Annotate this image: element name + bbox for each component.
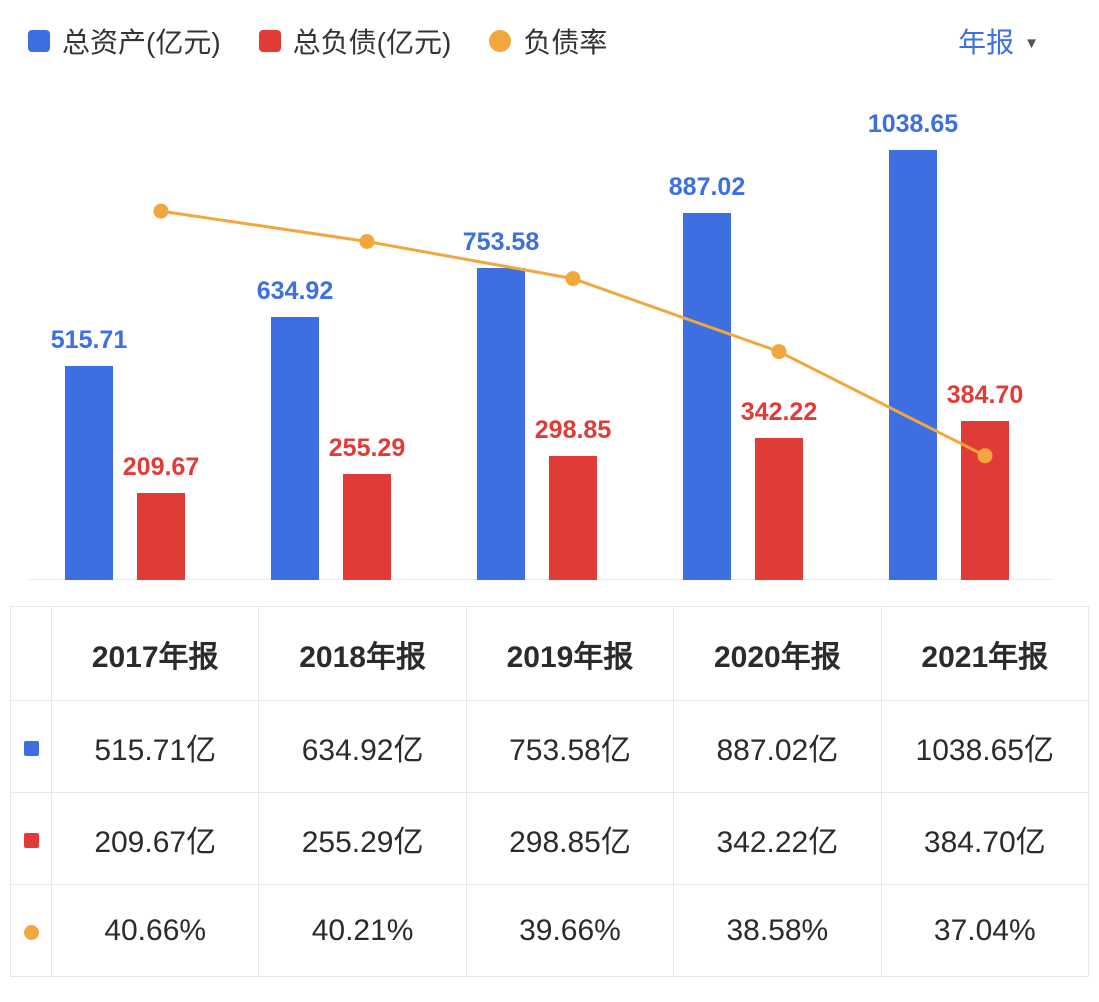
debt-ratio-point[interactable]: [771, 344, 787, 360]
table-row-total-assets: 515.71亿 634.92亿 753.58亿 887.02亿 1038.65亿: [10, 700, 1090, 793]
red-square-icon: [23, 832, 39, 848]
chart-area: 515.71 634.92 753.58 887.02 1038.65 209.67 255…: [0, 80, 1099, 580]
total-liabilities-bar[interactable]: [549, 456, 597, 580]
debt-ratio-line-layer: [153, 203, 993, 464]
total-assets-bar[interactable]: [683, 213, 731, 580]
table-cell: 384.70亿: [880, 792, 1090, 885]
table-header-2019: 2019年报: [465, 606, 675, 701]
table-header-2018: 2018年报: [258, 606, 467, 701]
table-cell: 37.04%: [880, 884, 1090, 977]
red-square-icon: [258, 30, 281, 52]
bar-value-label: 1038.65: [867, 110, 959, 138]
table-cell: 298.85亿: [465, 792, 675, 885]
table-cell: 515.71亿: [50, 700, 260, 793]
debt-ratio-line: [160, 209, 986, 458]
bar-value-label: 887.02: [668, 173, 746, 201]
table-header-row: 2017年报 2018年报 2019年报 2020年报 2021年报: [10, 606, 1090, 701]
table-header-2017: 2017年报: [50, 606, 260, 701]
table-cell: 753.58亿: [465, 700, 675, 793]
table-row-marker-cell: [10, 792, 52, 885]
bar-value-label: 209.67: [122, 453, 200, 481]
table-cell: 887.02亿: [673, 700, 882, 793]
table-row-marker-cell: [10, 700, 52, 793]
table-cell: 255.29亿: [258, 792, 467, 885]
bar-value-label: 753.58: [462, 228, 540, 256]
table-cell: 1038.65亿: [880, 700, 1090, 793]
data-table: 2017年报 2018年报 2019年报 2020年报 2021年报 515.7…: [10, 606, 1090, 977]
table-cell: 634.92亿: [258, 700, 467, 793]
chart-legend: 总资产(亿元) 总负债(亿元) 负债率: [28, 21, 607, 61]
period-selector[interactable]: 年报 ▼: [958, 21, 1039, 61]
bar-value-label: 298.85: [534, 416, 612, 444]
legend-item-debt-ratio[interactable]: 负债率: [489, 21, 607, 61]
legend-item-total-assets[interactable]: 总资产(亿元): [28, 21, 221, 61]
caret-down-icon: ▼: [1024, 34, 1039, 52]
total-assets-bar[interactable]: [477, 268, 525, 580]
table-cell: 40.21%: [258, 884, 467, 977]
legend-label-debt-ratio: 负债率: [523, 27, 608, 58]
table-corner-cell: [10, 606, 52, 701]
blue-square-icon: [23, 740, 39, 756]
total-liabilities-bar[interactable]: [755, 438, 803, 580]
bar-value-label: 255.29: [328, 434, 406, 462]
orange-circle-icon: [489, 30, 512, 52]
total-assets-bar[interactable]: [271, 317, 319, 580]
legend-label-total-liabilities: 总负债(亿元): [292, 27, 452, 58]
table-header-2021: 2021年报: [880, 606, 1090, 701]
table-cell: 38.58%: [673, 884, 882, 977]
legend-label-total-assets: 总资产(亿元): [62, 27, 221, 58]
table-cell: 40.66%: [50, 884, 260, 977]
period-selector-label: 年报: [958, 27, 1015, 58]
bar-value-label: 342.22: [740, 398, 818, 426]
table-header-2020: 2020年报: [673, 606, 882, 701]
table-cell: 342.22亿: [673, 792, 882, 885]
blue-square-icon: [28, 30, 50, 52]
legend-item-total-liabilities[interactable]: 总负债(亿元): [258, 21, 452, 61]
total-assets-bar[interactable]: [65, 366, 113, 580]
bar-value-label: 515.71: [50, 326, 128, 354]
x-axis-baseline: [28, 579, 1053, 580]
debt-ratio-point[interactable]: [153, 203, 169, 219]
table-cell: 209.67亿: [50, 792, 260, 885]
table-row-debt-ratio: 40.66% 40.21% 39.66% 38.58% 37.04%: [10, 884, 1090, 977]
orange-circle-icon: [23, 924, 39, 940]
total-assets-bar[interactable]: [889, 150, 937, 580]
bar-value-label: 634.92: [256, 277, 334, 305]
debt-ratio-point[interactable]: [977, 448, 993, 464]
debt-ratio-point[interactable]: [565, 271, 581, 287]
table-row-marker-cell: [10, 884, 52, 977]
table-row-total-liabilities: 209.67亿 255.29亿 298.85亿 342.22亿 384.70亿: [10, 792, 1090, 885]
bar-value-label: 384.70: [946, 381, 1024, 409]
chart-header: 总资产(亿元) 总负债(亿元) 负债率 年报 ▼: [0, 0, 1099, 62]
debt-ratio-point[interactable]: [359, 234, 375, 249]
table-cell: 39.66%: [465, 884, 675, 977]
total-liabilities-bar[interactable]: [343, 474, 391, 580]
total-liabilities-bar[interactable]: [137, 493, 185, 580]
